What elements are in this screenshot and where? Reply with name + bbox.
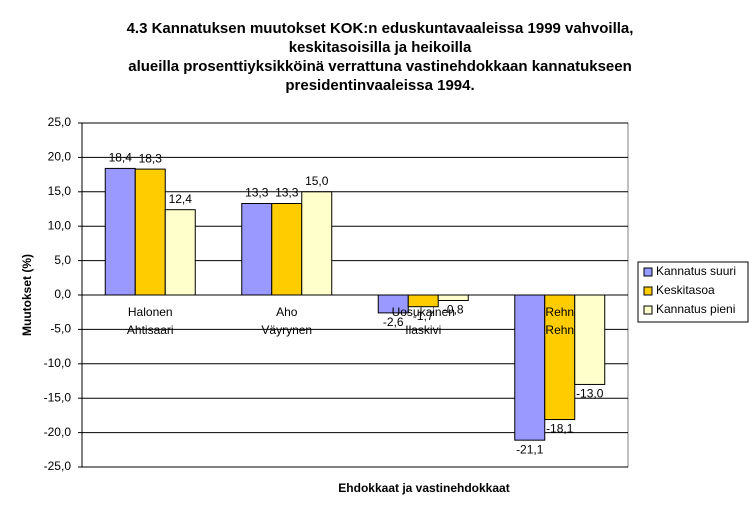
- data-label: -18,1: [546, 422, 574, 436]
- legend-label: Keskitasoa: [656, 283, 715, 297]
- data-label: 18,4: [109, 151, 133, 165]
- legend-swatch: [643, 267, 653, 277]
- data-label: 13,3: [275, 186, 299, 200]
- data-label: -2,6: [383, 315, 404, 329]
- y-tick-label: -5,0: [50, 322, 71, 336]
- y-tick-label: 10,0: [48, 218, 72, 232]
- bar: [164, 209, 196, 296]
- y-tick-label: 5,0: [54, 253, 71, 267]
- data-label: 13,3: [245, 186, 269, 200]
- chart-title: 4.3 Kannatuksen muutokset KOK:n eduskunt…: [127, 20, 634, 37]
- bar: [514, 294, 546, 441]
- bar: [271, 202, 303, 296]
- legend-label: Kannatus pieni: [656, 302, 735, 316]
- legend-swatch: [643, 305, 653, 315]
- chart-title: presidentinvaaleissa 1994.: [285, 77, 474, 94]
- data-label: 15,0: [305, 174, 329, 188]
- data-label: -1,7: [413, 309, 434, 323]
- chart-title: keskitasoisilla ja heikoilla: [289, 39, 472, 56]
- y-tick-label: -25,0: [44, 459, 72, 473]
- bar: [104, 167, 136, 296]
- x-tick-label: Rehn: [545, 305, 574, 319]
- bar: [241, 202, 273, 296]
- data-label: -21,1: [516, 442, 544, 456]
- y-tick-label: -10,0: [44, 356, 72, 370]
- y-tick-label: -15,0: [44, 390, 72, 404]
- bar: [437, 294, 469, 302]
- x-tick-label: Väyrynen: [261, 323, 312, 337]
- data-label: 18,3: [139, 151, 163, 165]
- x-tick-label: Halonen: [128, 305, 173, 319]
- y-tick-label: 0,0: [54, 287, 71, 301]
- legend-box: [637, 261, 749, 323]
- bar: [301, 191, 333, 296]
- x-tick-label: Rehn: [545, 323, 574, 337]
- x-tick-label: Uosukainen: [392, 305, 455, 319]
- x-tick-label: Ahtisaari: [127, 323, 174, 337]
- legend-label: Kannatus suuri: [656, 264, 736, 278]
- legend-swatch: [643, 286, 653, 296]
- bar: [134, 168, 166, 296]
- x-tick-label: Aho: [276, 305, 298, 319]
- y-axis-title: Muutokset (%): [20, 254, 34, 336]
- bar: [574, 294, 606, 385]
- data-label: 12,4: [169, 192, 193, 206]
- y-tick-label: 20,0: [48, 150, 72, 164]
- data-label: -0,8: [443, 303, 464, 317]
- y-tick-label: -20,0: [44, 425, 72, 439]
- x-axis-title: Ehdokkaat ja vastinehdokkaat: [338, 481, 509, 495]
- data-label: -13,0: [576, 387, 604, 401]
- x-tick-label: Ilaskivi: [405, 323, 441, 337]
- y-tick-label: 15,0: [48, 184, 72, 198]
- chart-title: alueilla prosenttiyksikköinä verrattuna …: [128, 58, 632, 75]
- y-tick-label: 25,0: [48, 115, 72, 129]
